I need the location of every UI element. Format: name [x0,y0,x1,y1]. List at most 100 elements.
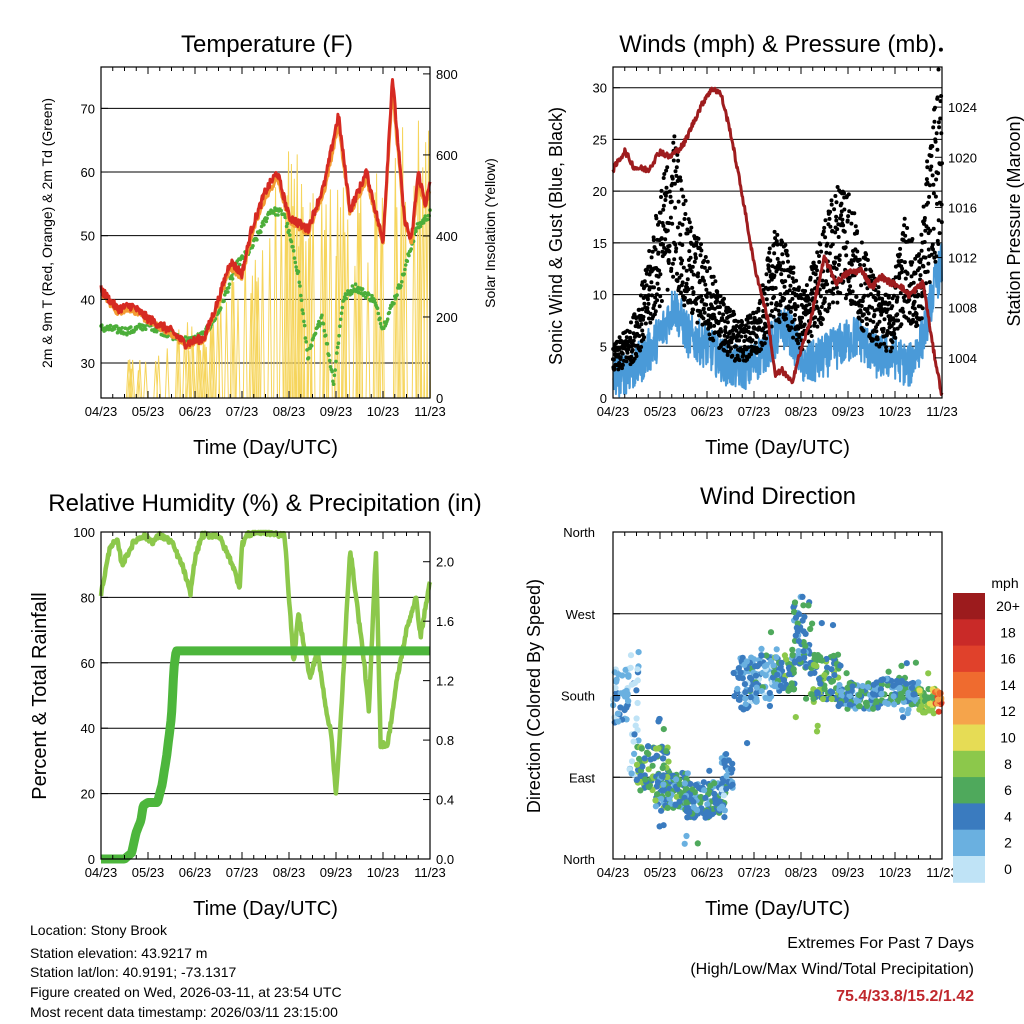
gust-point [857,257,862,262]
wind-direction-point [664,804,671,812]
wind-direction-point [758,652,765,659]
gust-point [780,252,785,257]
gust-point [837,258,842,262]
wind-direction-point [625,672,632,679]
wind-direction-point [807,670,814,677]
gust-point [927,183,932,188]
wind-direction-point [742,695,749,702]
gust-point [900,306,905,311]
temperature-y2-tick-label: 200 [436,310,458,325]
wind-direction-point [770,662,777,669]
wind-direction-point [740,706,747,713]
solar-insolation-spike [322,230,327,399]
gust-point [679,187,684,192]
humidity-y-tick-label: 40 [81,721,95,736]
dewpoint-point [335,345,340,350]
solar-insolation-spike [254,281,260,399]
wind-direction-point [843,670,850,677]
dewpoint-point [360,287,365,291]
solar-insolation-spike [156,355,161,399]
gust-point [616,352,621,357]
wind-direction-point [785,664,793,671]
gust-point [772,229,777,234]
wind-direction-point [856,703,863,710]
wind-direction-point [802,630,809,638]
wind-direction-point [758,688,765,695]
gust-point [871,273,876,278]
gust-point [896,318,901,323]
gust-point [773,307,778,312]
wind-direction-point [789,646,796,653]
gust-point [708,321,713,326]
wind-direction-point [788,680,795,687]
gust-point [688,255,693,260]
dewpoint-point [423,214,428,218]
gust-point [861,312,866,317]
solar-insolation-spike [136,370,141,399]
wind-direction-point [837,662,844,669]
wind-direction-point [792,714,799,721]
gust-point [892,331,897,336]
gust-point [687,220,692,225]
gust-point [654,216,659,221]
wind-direction-point [687,780,694,788]
gust-point [713,279,718,284]
wind-direction-point [676,781,684,788]
extremes-values: 75.4/33.8/15.2/1.42 [836,988,974,1005]
gust-point [921,204,926,209]
gust-point [907,297,912,302]
legend-level-label: 4 [1004,808,1012,824]
wind-direction-point [890,682,897,689]
gust-point [933,105,937,110]
gust-point [930,144,935,149]
wind-direction-point [904,710,911,717]
gust-point [788,283,793,288]
gust-point [867,332,872,337]
gust-point [727,307,732,312]
gust-point [845,240,850,245]
gust-point [782,296,787,301]
dewpoint-point [287,228,291,233]
wind-direction-point [766,689,773,697]
gust-point [793,313,797,317]
wind-direction-point [814,689,821,697]
gust-point [758,319,763,324]
wind-direction-point [780,677,788,684]
gust-point [891,321,896,326]
wind-direction-point [821,685,828,693]
wind-direction-point [898,677,906,685]
wind-direction-point [721,814,728,821]
gust-point [799,319,803,324]
wind-direction-point [925,707,933,714]
wind-direction-point [774,671,781,678]
winds-panel: Winds (mph) & Pressure (mb) 04/23 05/23 06… [546,31,1024,459]
gust-point [687,249,692,254]
wind-direction-point [786,686,793,693]
gust-point [641,314,646,319]
gust-point [884,345,889,350]
wind-direction-point [744,740,751,747]
gust-point [768,313,773,318]
gust-point [679,273,684,278]
gust-point [898,246,903,251]
solar-insolation-spike [392,158,398,399]
gust-point [653,295,658,300]
speed-legend: mph 20+ 18 16 14 12 10 8 6 4 2 0 [953,575,1020,883]
gust-point [936,120,941,125]
dewpoint-point [297,280,302,285]
gust-point [870,338,875,343]
gust-point [680,258,685,263]
gust-point [792,302,797,306]
wind-direction-point [631,731,638,738]
gust-point [781,260,785,265]
gust-point [767,269,772,274]
gust-point [797,285,801,290]
wind-direction-point [652,797,659,804]
gust-point [807,302,812,307]
gust-point [693,252,698,257]
dewpoint-point [324,333,328,338]
legend-level-label: 20+ [996,598,1020,614]
gust-point [680,280,685,285]
gust-point [655,298,660,303]
